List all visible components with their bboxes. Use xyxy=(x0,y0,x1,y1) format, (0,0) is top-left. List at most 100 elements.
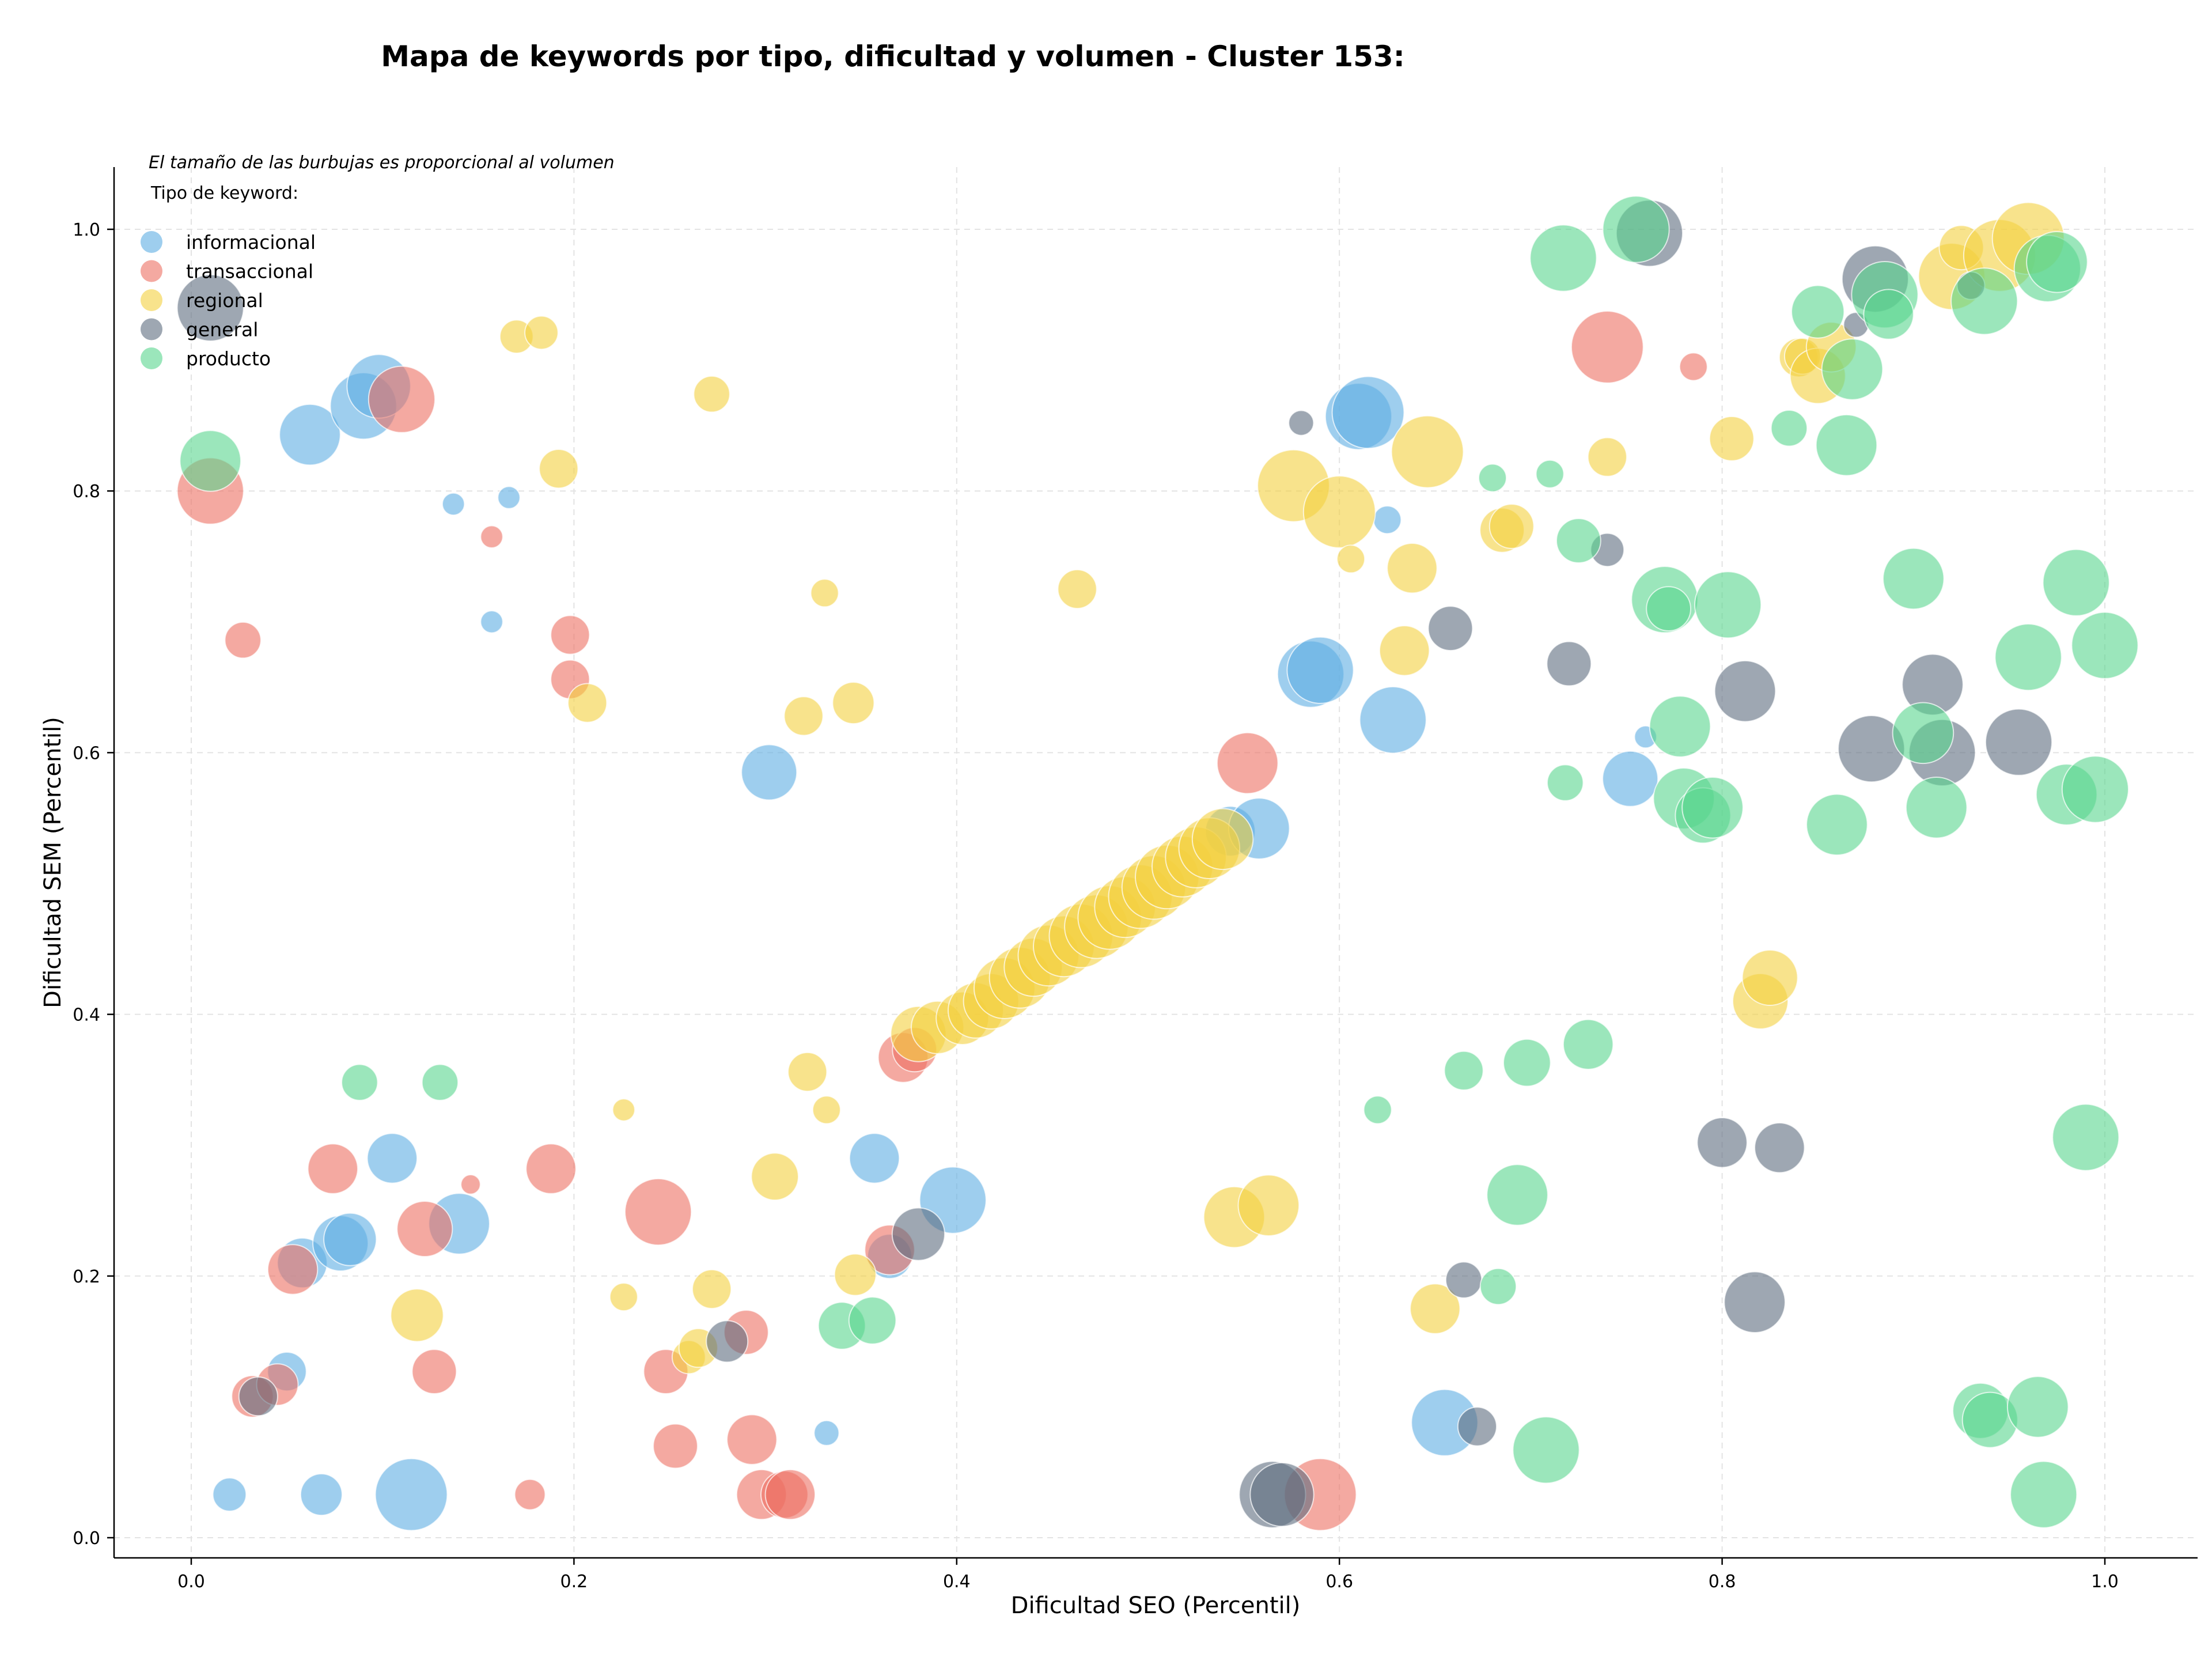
regional-bubble xyxy=(692,1269,732,1310)
x-tick-label: 1.0 xyxy=(2091,1572,2119,1592)
producto-bubble xyxy=(2061,755,2129,823)
transaccional-bubble xyxy=(624,1178,692,1246)
informacional-bubble xyxy=(1359,686,1427,754)
regional-bubble xyxy=(539,449,579,489)
producto-bubble xyxy=(1905,777,1968,839)
legend-marker-general xyxy=(141,318,162,340)
producto-bubble xyxy=(1556,518,1601,563)
producto-bubble xyxy=(1821,338,1884,400)
producto-bubble xyxy=(1363,1095,1392,1125)
transaccional-bubble xyxy=(368,365,436,433)
producto-bubble xyxy=(1770,410,1808,447)
producto-bubble xyxy=(341,1064,378,1101)
producto-bubble xyxy=(1486,1164,1548,1226)
regional-bubble xyxy=(612,1098,636,1122)
transaccional-bubble xyxy=(267,1244,319,1295)
regional-bubble xyxy=(1391,415,1464,489)
producto-bubble xyxy=(179,430,242,492)
informacional-bubble xyxy=(212,1477,247,1512)
regional-bubble xyxy=(1387,543,1438,594)
producto-bubble xyxy=(1562,1019,1614,1070)
transaccional-bubble xyxy=(514,1478,546,1511)
informacional-bubble xyxy=(849,1133,900,1184)
producto-bubble xyxy=(1863,289,1914,340)
y-axis-label: Dificultad SEM (Percentil) xyxy=(40,717,66,1008)
producto-bubble xyxy=(421,1064,459,1101)
informacional-bubble xyxy=(374,1458,448,1531)
regional-bubble xyxy=(567,683,608,723)
transaccional-bubble xyxy=(480,525,503,548)
legend-marker-transaccional xyxy=(141,260,162,282)
regional-bubble xyxy=(810,578,839,608)
legend-marker-regional xyxy=(141,289,162,311)
transaccional-bubble xyxy=(525,1143,577,1194)
regional-bubble xyxy=(834,1253,877,1296)
general-bubble xyxy=(1724,1271,1786,1333)
y-tick-label: 0.8 xyxy=(73,482,100,502)
regional-bubble xyxy=(812,1095,841,1125)
producto-bubble xyxy=(1444,1050,1484,1091)
informacional-bubble xyxy=(480,610,503,634)
general-bubble xyxy=(176,274,244,342)
producto-bubble xyxy=(1529,224,1597,292)
x-axis-label: Dificultad SEO (Percentil) xyxy=(1011,1592,1301,1619)
transaccional-bubble xyxy=(1679,352,1708,381)
producto-bubble xyxy=(1512,1416,1580,1484)
general-bubble xyxy=(1714,660,1777,722)
regional-bubble xyxy=(390,1288,444,1342)
transaccional-bubble xyxy=(726,1414,778,1465)
general-bubble xyxy=(1984,708,2053,776)
y-tick-label: 0.6 xyxy=(73,743,100,763)
producto-bubble xyxy=(1479,1267,1517,1306)
legend: informacional transaccional regional genera… xyxy=(141,231,316,370)
y-tick-label: 0.2 xyxy=(73,1267,100,1287)
legend-marker-informacional xyxy=(141,231,162,253)
regional-bubble xyxy=(1378,625,1430,676)
regional-bubble xyxy=(1587,437,1627,477)
series-producto xyxy=(179,195,2139,1528)
regional-bubble xyxy=(1191,808,1254,871)
legend-label-producto: producto xyxy=(186,347,271,370)
general-bubble xyxy=(238,1376,278,1417)
x-tick-label: 0.6 xyxy=(1325,1572,1353,1592)
general-bubble xyxy=(1457,1406,1497,1447)
producto-bubble xyxy=(1994,623,2062,691)
legend-label-general: general xyxy=(186,319,258,341)
producto-bubble xyxy=(1892,702,1955,765)
y-tick-label: 0.4 xyxy=(73,1005,100,1026)
regional-bubble xyxy=(832,682,875,725)
regional-bubble xyxy=(524,315,559,350)
legend-label-informacional: informacional xyxy=(186,231,316,253)
producto-bubble xyxy=(1646,586,1692,631)
regional-bubble xyxy=(1057,569,1097,610)
x-tick-label: 0.4 xyxy=(943,1572,971,1592)
informacional-bubble xyxy=(741,744,798,801)
general-bubble xyxy=(1754,1122,1805,1174)
producto-bubble xyxy=(1806,793,1868,856)
bubbles-layer xyxy=(176,195,2139,1531)
regional-bubble xyxy=(1410,1283,1461,1334)
producto-bubble xyxy=(1815,414,1878,476)
producto-bubble xyxy=(2006,1376,2069,1438)
producto-bubble xyxy=(1950,267,2018,335)
informacional-bubble xyxy=(1331,376,1405,449)
transaccional-bubble xyxy=(307,1143,358,1194)
producto-bubble xyxy=(1649,695,1711,758)
transaccional-bubble xyxy=(1216,732,1279,794)
general-bubble xyxy=(1288,410,1315,436)
producto-bubble xyxy=(1547,764,1584,801)
informacional-bubble xyxy=(1373,505,1402,535)
producto-bubble xyxy=(2010,1461,2078,1528)
series-transaccional xyxy=(176,311,1708,1531)
bubble-size-note: El tamaño de las burbujas es proporciona… xyxy=(149,153,615,173)
regional-bubble xyxy=(693,375,730,413)
general-bubble xyxy=(1546,641,1592,687)
chart-title: Mapa de keywords por tipo, dificultad y … xyxy=(381,40,1404,73)
producto-bubble xyxy=(1883,547,1945,610)
producto-bubble xyxy=(1791,285,1845,339)
x-tick-label: 0.0 xyxy=(177,1572,205,1592)
producto-bubble xyxy=(2071,611,2139,679)
transaccional-bubble xyxy=(1570,311,1644,384)
producto-bubble xyxy=(1681,777,1744,839)
